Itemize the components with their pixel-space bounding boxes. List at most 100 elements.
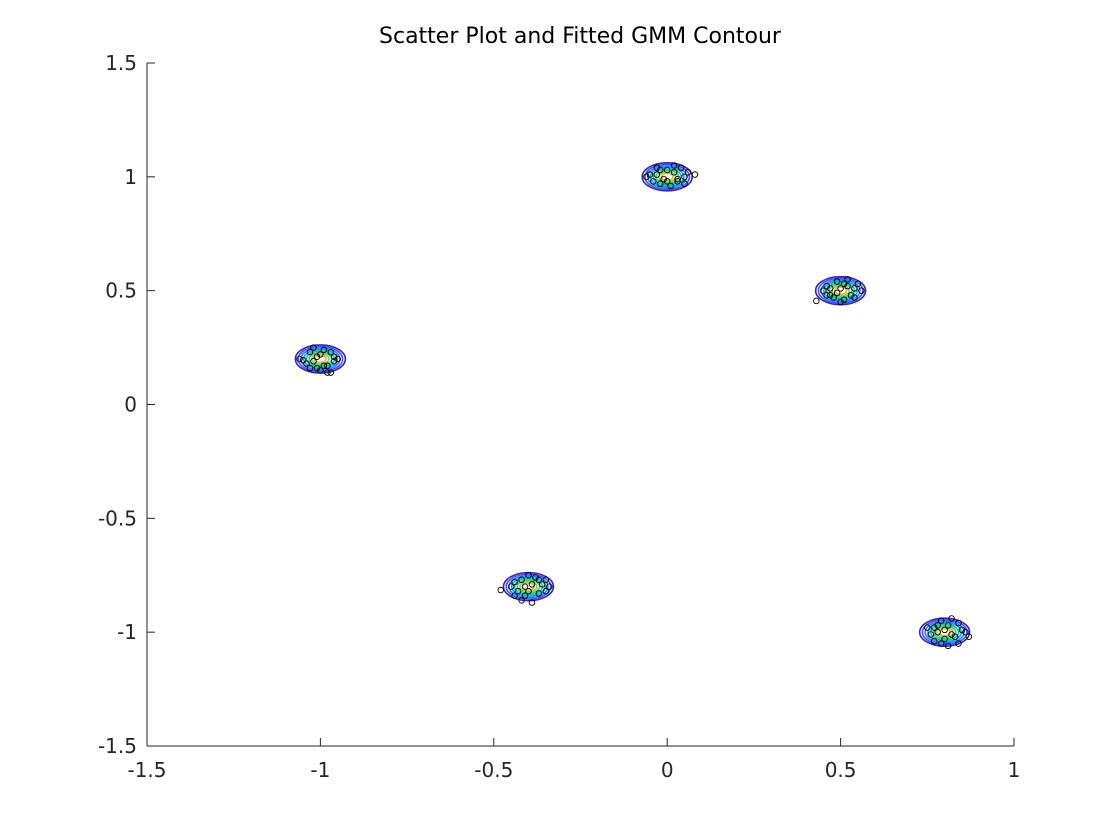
data-point — [937, 617, 945, 625]
data-point — [955, 640, 962, 647]
contour-level — [820, 278, 861, 303]
data-point — [663, 178, 671, 185]
data-point — [934, 622, 941, 629]
cluster-contour — [294, 344, 347, 374]
data-point — [965, 633, 973, 640]
data-point — [306, 364, 314, 372]
data-point — [681, 173, 688, 181]
data-point — [833, 278, 841, 285]
data-point — [681, 180, 688, 187]
data-point — [930, 638, 938, 645]
data-point — [313, 353, 321, 360]
contour-level — [834, 286, 848, 295]
data-point — [674, 178, 681, 185]
data-point — [334, 355, 341, 363]
data-point — [521, 583, 529, 590]
data-point — [813, 297, 820, 305]
x-tick-label: 1 — [1008, 758, 1021, 782]
data-point — [535, 576, 543, 584]
data-point — [858, 287, 865, 294]
data-point — [320, 346, 328, 354]
contour-level — [660, 172, 674, 182]
data-point — [663, 166, 671, 174]
data-point — [317, 367, 324, 374]
data-point — [670, 169, 678, 176]
data-point — [820, 287, 827, 294]
data-point — [511, 592, 518, 599]
data-point — [823, 291, 830, 299]
data-point — [320, 362, 328, 370]
data-point — [497, 586, 504, 594]
data-point — [944, 622, 952, 629]
data-point — [684, 169, 692, 176]
x-tick-label: -0.5 — [474, 758, 513, 782]
data-point — [854, 280, 862, 288]
data-point — [962, 628, 969, 636]
contour-level — [505, 573, 552, 600]
gmm-contours — [294, 162, 971, 647]
data-point — [650, 178, 657, 185]
contour-level — [644, 163, 691, 191]
contour-level — [297, 345, 344, 373]
data-point — [532, 574, 539, 581]
data-point — [542, 587, 550, 595]
data-point — [951, 633, 959, 640]
data-point — [327, 369, 335, 376]
scatter-points — [296, 162, 973, 650]
y-tick-label: -0.5 — [98, 506, 137, 530]
data-point — [670, 162, 678, 169]
axes: -1.5 -1 -0.5 0 0.5 1 -1.5 -1 -0.5 0 0.5 1 1.5 — [98, 51, 1020, 782]
x-tick-label: -1 — [310, 758, 330, 782]
data-point — [851, 294, 858, 301]
contour-level — [305, 350, 336, 368]
data-point — [948, 615, 955, 622]
data-point — [944, 642, 952, 650]
x-tick-label: 0 — [661, 758, 674, 782]
contour-level — [302, 348, 338, 370]
y-tick-label: 0.5 — [105, 279, 137, 303]
contour-level — [817, 277, 864, 304]
data-point — [310, 344, 317, 351]
y-tick-label: 1.5 — [105, 51, 137, 75]
y-tick-label: 1 — [124, 165, 137, 189]
cluster-contour — [814, 275, 867, 306]
data-point — [299, 356, 307, 364]
data-point — [313, 364, 321, 372]
data-point — [837, 285, 844, 292]
data-point — [296, 355, 303, 363]
data-point — [691, 171, 699, 178]
data-point — [941, 635, 948, 643]
contour-level — [929, 623, 960, 641]
data-point — [528, 599, 536, 606]
contour-level — [825, 281, 856, 300]
data-point — [927, 631, 935, 638]
data-point — [317, 351, 324, 358]
data-point — [823, 282, 830, 290]
contour-level — [308, 351, 333, 367]
data-point — [851, 285, 858, 292]
data-point — [837, 298, 844, 306]
y-tick-label: -1 — [117, 620, 137, 644]
data-point — [941, 626, 948, 634]
data-point — [306, 348, 314, 356]
contour-level — [641, 162, 694, 192]
data-point — [674, 175, 681, 183]
data-point — [303, 360, 310, 367]
contour-level — [516, 579, 541, 594]
data-point — [847, 291, 855, 299]
data-point — [521, 592, 529, 599]
data-point — [525, 572, 532, 579]
data-point — [324, 362, 331, 370]
x-tick-label: 0.5 — [825, 758, 857, 782]
cluster-contour — [918, 617, 971, 647]
data-point — [937, 640, 945, 647]
data-point — [528, 581, 536, 588]
data-point — [948, 631, 955, 638]
contour-level — [519, 580, 538, 593]
data-point — [924, 624, 931, 631]
data-point — [507, 583, 515, 590]
data-point — [677, 164, 685, 171]
data-point — [657, 166, 664, 174]
data-point — [331, 357, 338, 365]
